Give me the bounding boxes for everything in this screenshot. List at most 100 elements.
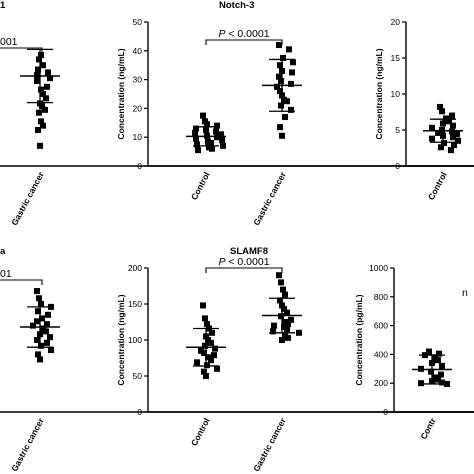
- data-point: [35, 351, 41, 358]
- data-point: [34, 318, 40, 325]
- y-tick-label: 20: [133, 103, 143, 113]
- data-point: [37, 356, 43, 363]
- panel-6: 0 200 400 600 800 1000 Concentration (pg/mL) Co…: [354, 263, 474, 441]
- data-point: [34, 337, 40, 343]
- data-point: [211, 352, 217, 359]
- data-point: [36, 295, 42, 302]
- panel-4: a 01 Gastric cancer: [0, 246, 474, 473]
- data-point: [441, 139, 447, 146]
- data-point: [204, 321, 210, 328]
- data-point: [418, 380, 424, 387]
- data-point: [45, 69, 51, 76]
- data-point: [446, 118, 452, 125]
- data-point: [37, 142, 43, 149]
- data-point: [281, 306, 287, 313]
- data-point: [204, 362, 210, 369]
- x-category-label: Gastric cancer: [9, 416, 46, 473]
- data-point: [209, 145, 215, 152]
- data-point: [200, 302, 206, 309]
- data-point: [38, 118, 44, 125]
- x-category-label: Gastric cancer: [251, 170, 288, 227]
- data-point: [276, 42, 282, 49]
- data-point: [439, 108, 445, 115]
- y-axis-label: Concentration (ng/mL): [116, 48, 126, 139]
- data-point: [282, 114, 288, 121]
- y-tick-label: 800: [374, 292, 388, 302]
- data-point: [47, 75, 53, 82]
- data-point: [218, 131, 224, 138]
- data-point: [35, 127, 41, 133]
- data-point: [194, 141, 200, 148]
- data-point: [439, 379, 445, 386]
- data-point: [435, 376, 441, 383]
- data-point: [203, 373, 209, 379]
- data-point: [43, 328, 49, 335]
- y-tick-label: 0: [395, 161, 400, 171]
- data-point: [278, 78, 284, 85]
- data-point: [277, 88, 283, 95]
- x-category-label: Control: [426, 170, 449, 201]
- data-point: [279, 337, 285, 343]
- y-tick-label: 400: [374, 349, 388, 359]
- data-point: [214, 365, 220, 372]
- y-tick-label: 100: [128, 335, 142, 345]
- data-point: [280, 55, 286, 61]
- x-category-label: Control: [189, 416, 212, 447]
- y-tick-label: 200: [128, 263, 142, 273]
- data-point: [285, 334, 291, 341]
- data-point: [270, 328, 276, 335]
- p-value-fragment: n: [462, 287, 468, 299]
- data-point: [204, 121, 210, 128]
- data-point: [40, 122, 46, 129]
- data-point: [39, 315, 45, 322]
- data-point: [279, 132, 285, 139]
- data-point: [455, 137, 461, 144]
- y-tick-label: 0: [137, 161, 142, 171]
- data-point: [284, 98, 290, 105]
- data-point: [438, 144, 444, 151]
- significance-bracket: [205, 267, 283, 273]
- y-axis-label: Concentration (pg/mL): [354, 294, 364, 385]
- data-point: [277, 297, 283, 304]
- data-point: [209, 329, 215, 336]
- data-point: [220, 142, 226, 149]
- data-point: [194, 359, 200, 366]
- data-point: [42, 106, 48, 113]
- data-point: [44, 321, 50, 328]
- panel-5: 0 50 100 150 200 Concentration (ng/mL) SLAMF8P…: [116, 246, 474, 473]
- data-point: [278, 279, 284, 286]
- data-point: [45, 311, 51, 318]
- data-point: [208, 139, 214, 146]
- data-point: [450, 134, 456, 141]
- data-point: [278, 102, 284, 109]
- data-point: [214, 122, 220, 129]
- data-point: [38, 86, 44, 93]
- y-tick-label: 30: [133, 75, 143, 85]
- data-point: [202, 342, 208, 349]
- data-point: [38, 301, 44, 307]
- data-point: [193, 125, 199, 132]
- data-point: [439, 362, 445, 369]
- data-point: [284, 326, 290, 333]
- y-axis-label: Concentration (ng/mL): [374, 48, 384, 139]
- panel-title-fragment: 1: [0, 0, 6, 11]
- data-point: [437, 103, 443, 110]
- data-point: [36, 56, 42, 63]
- data-point: [449, 112, 455, 119]
- panel-title: Notch-3: [219, 0, 254, 11]
- data-point: [43, 95, 49, 102]
- data-point: [290, 59, 296, 66]
- data-point: [429, 135, 435, 142]
- data-point: [444, 380, 450, 387]
- data-point: [34, 288, 40, 295]
- data-point: [436, 350, 442, 357]
- y-tick-label: 50: [133, 17, 143, 27]
- y-tick-label: 1000: [369, 263, 388, 273]
- data-point: [450, 122, 456, 129]
- data-point: [192, 129, 198, 136]
- data-point: [30, 322, 36, 329]
- data-point: [426, 348, 432, 355]
- data-point: [214, 134, 220, 141]
- data-point: [200, 112, 206, 119]
